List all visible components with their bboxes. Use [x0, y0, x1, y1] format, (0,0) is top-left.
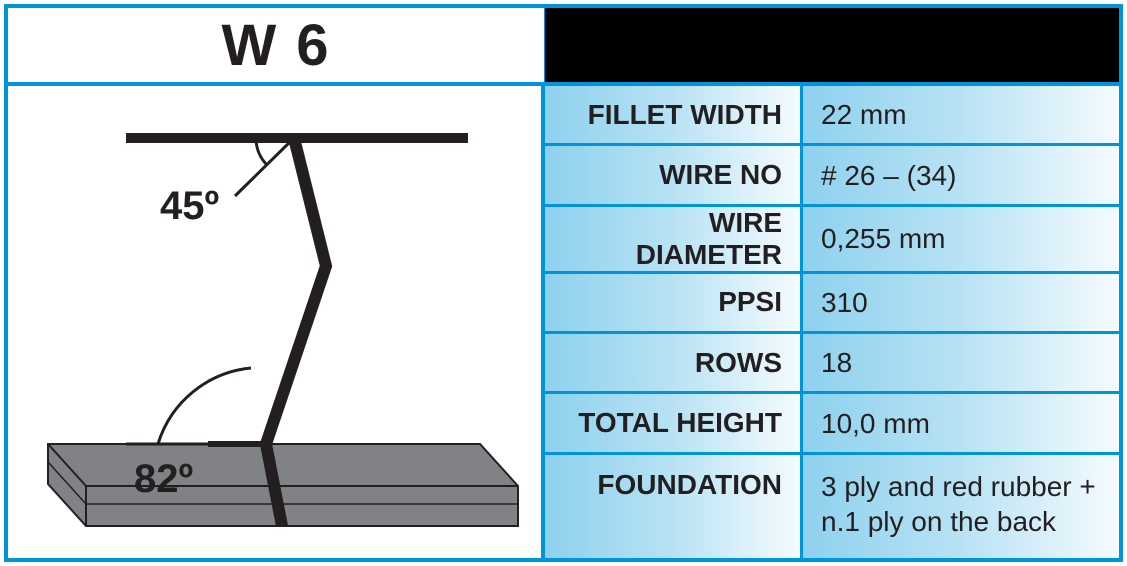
spec-label: ROWS	[545, 334, 800, 391]
spec-table: FILLET WIDTH 22 mm WIRE NO # 26 – (34) W…	[545, 86, 1119, 558]
spec-label: WIRE NO	[545, 146, 800, 203]
spec-row: WIRE DIAMETER 0,255 mm	[545, 207, 1119, 271]
spec-row: FILLET WIDTH 22 mm	[545, 86, 1119, 143]
spec-row: FOUNDATION 3 ply and red rubber + n.1 pl…	[545, 455, 1119, 558]
angle-bottom-label: 82º	[134, 457, 193, 502]
spec-label: PPSI	[545, 274, 800, 331]
angle-bottom-arc	[158, 368, 251, 444]
spec-value: 18	[803, 334, 1119, 391]
title-box: W 6	[8, 8, 545, 86]
spec-label: FOUNDATION	[545, 455, 800, 558]
spec-value: 10,0 mm	[803, 394, 1119, 451]
spec-value: # 26 – (34)	[803, 146, 1119, 203]
product-code: W 6	[221, 12, 330, 79]
spec-value: 3 ply and red rubber + n.1 ply on the ba…	[803, 455, 1119, 558]
spec-value: 310	[803, 274, 1119, 331]
wire-diagram	[8, 86, 541, 558]
angle-top-guide	[235, 138, 294, 196]
spec-row: WIRE NO # 26 – (34)	[545, 146, 1119, 203]
spec-label: WIRE DIAMETER	[545, 207, 800, 271]
spec-row: ROWS 18	[545, 334, 1119, 391]
spec-row: TOTAL HEIGHT 10,0 mm	[545, 394, 1119, 451]
spec-row: PPSI 310	[545, 274, 1119, 331]
spec-value: 22 mm	[803, 86, 1119, 143]
title-right-blank	[545, 8, 1119, 86]
spec-value: 0,255 mm	[803, 207, 1119, 271]
spec-card: W 6 45º 82º	[4, 4, 1123, 562]
diagram-box: 45º 82º	[8, 86, 545, 558]
spec-label: TOTAL HEIGHT	[545, 394, 800, 451]
spec-label: FILLET WIDTH	[545, 86, 800, 143]
angle-top-label: 45º	[160, 184, 219, 229]
